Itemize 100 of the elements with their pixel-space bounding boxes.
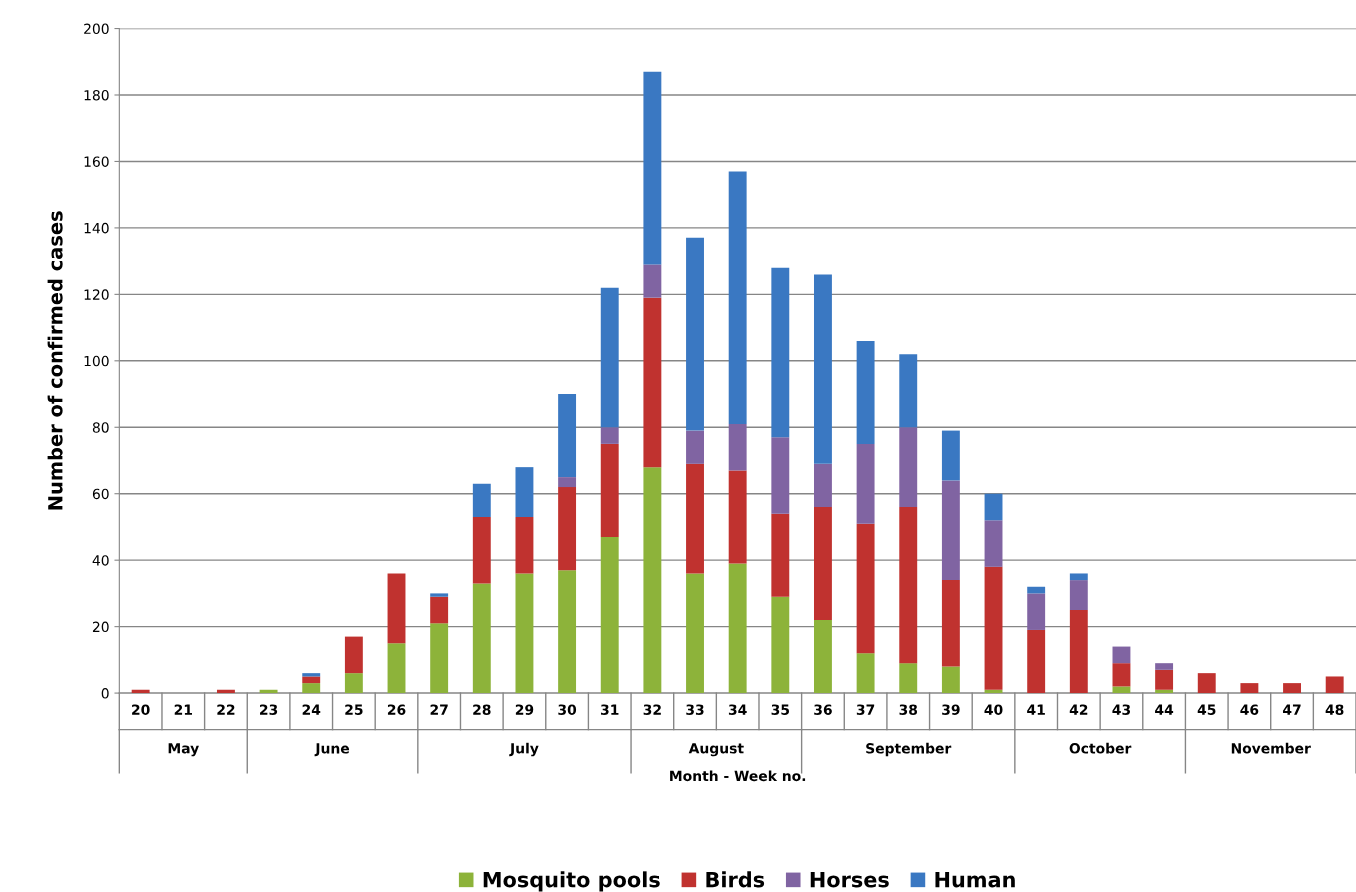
x-tick-label: 48	[1325, 704, 1344, 715]
bar	[941, 666, 960, 694]
x-tick-label: 40	[984, 704, 1003, 715]
bar	[558, 570, 577, 694]
bar	[515, 516, 534, 574]
bar	[1283, 683, 1301, 694]
x-tick-label: 24	[302, 704, 321, 715]
bar	[1155, 689, 1174, 694]
x-tick-label: 20	[132, 704, 150, 715]
bar	[984, 493, 1003, 521]
x-tick-label: 45	[1197, 704, 1216, 715]
bar	[856, 443, 875, 524]
bar	[131, 689, 150, 694]
bar	[1112, 663, 1131, 687]
text: September	[866, 742, 952, 757]
legend-label: Horses	[810, 871, 889, 888]
bar	[558, 477, 577, 488]
bar	[600, 536, 619, 694]
bar	[643, 264, 662, 298]
bar	[771, 513, 790, 597]
y-axis-title: Number of confirmed cases	[47, 211, 63, 510]
bar	[856, 653, 875, 694]
legend-label: Birds	[706, 871, 765, 888]
bar	[387, 573, 406, 644]
bar	[686, 430, 704, 464]
x-tick-label: 33	[686, 704, 704, 715]
x-tick-label: 37	[856, 704, 875, 715]
bar	[1112, 646, 1131, 664]
bar	[1027, 586, 1046, 594]
y-tick-label: 60	[92, 488, 109, 500]
x-tick-label: 34	[728, 704, 747, 715]
bar	[941, 580, 960, 667]
y-tick-label: 80	[92, 422, 109, 433]
bar	[899, 507, 918, 664]
bar	[899, 354, 918, 428]
x-tick-label: 36	[814, 704, 832, 715]
bar	[728, 470, 747, 564]
bar	[430, 623, 449, 694]
x-tick-label: 29	[515, 704, 534, 715]
bar	[472, 583, 491, 694]
bar	[728, 171, 747, 424]
bar	[814, 274, 832, 464]
bar	[856, 523, 875, 654]
bar	[216, 689, 235, 694]
bar	[814, 619, 832, 694]
x-tick-label: 42	[1069, 704, 1088, 715]
bar	[941, 430, 960, 481]
x-tick-label: 25	[345, 704, 363, 715]
bar	[600, 287, 619, 428]
bar	[686, 237, 704, 431]
x-tick-label: 30	[558, 704, 577, 715]
bar	[771, 437, 790, 514]
bar	[600, 443, 619, 537]
bar	[643, 71, 662, 265]
bar	[1027, 629, 1046, 694]
bar	[259, 689, 278, 694]
bar	[1112, 686, 1131, 694]
bar	[302, 676, 321, 684]
bar	[771, 267, 790, 438]
bar	[1155, 663, 1174, 670]
bar	[984, 566, 1003, 690]
bar	[814, 463, 832, 508]
text: June	[314, 743, 350, 757]
bar	[472, 483, 491, 517]
x-tick-label: 39	[942, 704, 960, 715]
y-tick-label: 140	[84, 222, 109, 234]
x-tick-label: 23	[260, 704, 278, 715]
y-tick-label: 20	[92, 621, 109, 633]
bar	[1325, 676, 1344, 694]
bar	[899, 427, 918, 508]
bar	[302, 673, 321, 677]
bar	[686, 463, 704, 574]
bar	[1069, 573, 1088, 581]
bar	[302, 683, 321, 694]
bar	[344, 673, 363, 694]
x-tick-label: 41	[1027, 704, 1045, 715]
bar	[600, 427, 619, 444]
bar	[814, 507, 832, 620]
bar	[941, 480, 960, 581]
y-tick-label: 0	[101, 688, 109, 699]
y-tick-label: 40	[92, 555, 109, 566]
legend-label: Mosquito pools	[483, 871, 660, 892]
y-tick-label: 100	[84, 355, 109, 367]
x-tick-label: 32	[643, 704, 661, 715]
x-tick-label: 26	[387, 704, 406, 715]
bar	[1069, 610, 1088, 694]
bar	[1027, 593, 1046, 630]
bar	[430, 593, 449, 597]
y-tick-label: 180	[84, 89, 109, 101]
x-tick-label: 21	[174, 704, 192, 715]
bar	[430, 596, 449, 624]
x-tick-label: 43	[1112, 704, 1131, 715]
x-tick-label: 47	[1283, 704, 1301, 715]
y-tick-label: 120	[84, 289, 109, 300]
x-tick-label: 44	[1155, 704, 1174, 715]
x-tick-label: 22	[217, 704, 235, 715]
text: May	[168, 743, 199, 757]
bar	[856, 340, 875, 444]
x-tick-label: 31	[601, 704, 619, 715]
legend-label: Human	[935, 871, 1015, 888]
